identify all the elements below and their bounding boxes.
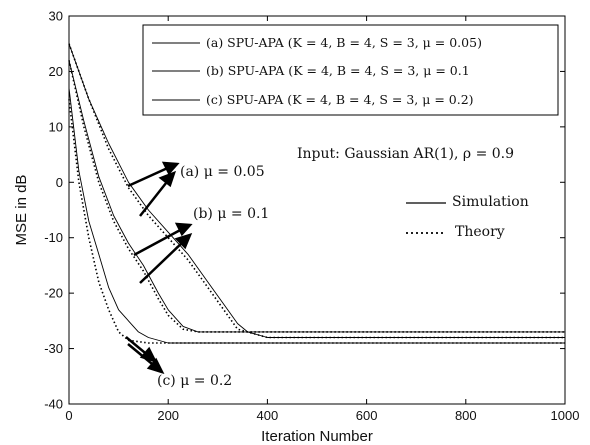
legend-label-c: (c) SPU-APA (K = 4, B = 4, S = 3, μ = 0.… bbox=[206, 92, 474, 107]
curves bbox=[68, 43, 565, 344]
arrow-a-lower-head bbox=[158, 170, 177, 188]
y-tick-label: -20 bbox=[44, 286, 63, 301]
x-tick-label: 200 bbox=[157, 408, 179, 423]
theory-curve bbox=[68, 60, 565, 333]
y-tick-label: 30 bbox=[49, 9, 63, 24]
x-tick-label: 400 bbox=[257, 408, 279, 423]
plot-frame bbox=[68, 15, 566, 405]
y-tick-label: -30 bbox=[44, 341, 63, 356]
annotation-a: (a) μ = 0.05 bbox=[180, 164, 265, 180]
legend-box bbox=[142, 24, 559, 116]
theory-curve bbox=[68, 99, 565, 344]
simulation-curve bbox=[68, 60, 565, 333]
theory-legend-label: Theory bbox=[455, 224, 505, 240]
arrow-b-lower bbox=[139, 239, 186, 284]
legend-label-b: (b) SPU-APA (K = 4, B = 4, S = 3, μ = 0.… bbox=[206, 63, 470, 78]
x-tick-label: 1000 bbox=[551, 408, 580, 423]
y-tick-label: 0 bbox=[56, 175, 63, 190]
x-tick-label: 600 bbox=[356, 408, 378, 423]
arrow-b-upper bbox=[133, 226, 185, 257]
legend: (a) SPU-APA (K = 4, B = 4, S = 3, μ = 0.… bbox=[142, 24, 559, 116]
x-tick-label: 0 bbox=[65, 408, 72, 423]
simulation-legend-label: Simulation bbox=[452, 194, 529, 210]
simulation-curve bbox=[68, 88, 565, 344]
arrow-b-upper-head bbox=[174, 222, 193, 237]
y-axis-label: MSE in dB bbox=[13, 175, 30, 246]
arrow-a-upper-head bbox=[161, 161, 180, 176]
annotation-c: (c) μ = 0.2 bbox=[157, 373, 232, 389]
simulation-curve bbox=[68, 43, 565, 338]
y-tick-label: -10 bbox=[44, 230, 63, 245]
arrow-c-lower-head bbox=[146, 357, 165, 375]
y-tick-label: 10 bbox=[49, 119, 63, 134]
x-axis-label: Iteration Number bbox=[261, 428, 373, 445]
input-annotation: Input: Gaussian AR(1), ρ = 0.9 bbox=[297, 146, 514, 162]
arrow-a-upper bbox=[127, 164, 173, 188]
arrow-a-lower bbox=[139, 177, 171, 217]
arrow-b-lower-head bbox=[174, 233, 193, 250]
y-tick-label: -40 bbox=[44, 397, 63, 412]
legend-label-a: (a) SPU-APA (K = 4, B = 4, S = 3, μ = 0.… bbox=[206, 35, 482, 50]
axis-ticks: 0 200 400 600 800 1000 30 20 10 0 -10 -20 -30 -40 bbox=[44, 9, 579, 424]
y-tick-label: 20 bbox=[49, 64, 63, 79]
annotation-b: (b) μ = 0.1 bbox=[193, 206, 269, 222]
annotation-arrows bbox=[125, 161, 193, 375]
x-tick-label: 800 bbox=[455, 408, 477, 423]
